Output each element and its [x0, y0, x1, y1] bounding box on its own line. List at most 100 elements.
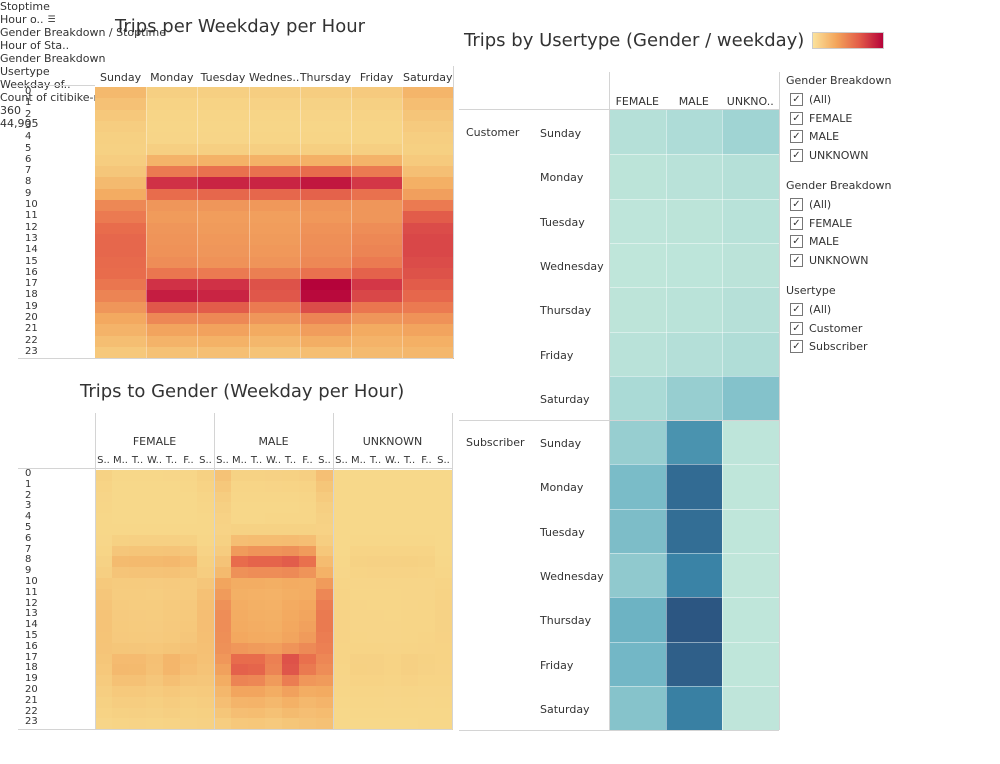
hour-label: 13 — [25, 608, 38, 620]
heatmap-cell — [214, 556, 232, 568]
filter-checkbox-item[interactable]: ✓ FEMALE — [790, 111, 852, 125]
weekday-label: Saturday — [540, 392, 590, 406]
heatmap-cell — [180, 599, 198, 611]
heatmap-cell — [95, 470, 113, 482]
sort-icon[interactable]: ☰ — [47, 14, 56, 25]
heatmap-cell — [95, 491, 113, 503]
checkbox-icon[interactable]: ✓ — [790, 93, 803, 106]
heatmap-cell — [418, 545, 436, 557]
filter-checkbox-item[interactable]: ✓ MALE — [790, 130, 839, 144]
heatmap-cell — [180, 567, 198, 579]
heatmap-cell — [665, 464, 723, 510]
checkbox-icon[interactable]: ✓ — [790, 149, 803, 163]
chart1-title: Trips per Weekday per Hour — [115, 16, 366, 37]
heatmap-cell — [197, 188, 250, 201]
filter-checkbox-item[interactable]: ✓ Customer — [790, 321, 862, 335]
filter-checkbox-item[interactable]: ✓ (All) — [790, 303, 831, 316]
weekday-label: Friday — [540, 348, 574, 362]
heatmap-cell — [299, 290, 352, 303]
heatmap-cell — [197, 686, 215, 698]
heatmap-cell — [351, 87, 403, 99]
heatmap-cell — [435, 524, 453, 536]
heatmap-cell — [129, 718, 147, 730]
heatmap-cell — [163, 664, 181, 676]
heatmap-cell — [665, 287, 723, 332]
checkbox-icon[interactable]: ✓ — [790, 198, 803, 211]
heatmap-cell — [665, 553, 723, 598]
heatmap-cell — [248, 718, 266, 730]
heatmap-cell — [299, 154, 352, 167]
heatmap-cell — [248, 664, 266, 676]
heatmap-cell — [350, 642, 368, 655]
checkbox-icon[interactable]: ✓ — [790, 235, 803, 249]
heatmap-cell — [609, 508, 666, 554]
legend-min-label: 360 — [0, 104, 21, 117]
filter-checkbox-item[interactable]: ✓ Subscriber — [790, 340, 868, 354]
heatmap-cell — [282, 664, 300, 676]
heatmap-cell — [112, 707, 130, 719]
heatmap-cell — [146, 279, 198, 291]
heatmap-cell — [112, 502, 130, 514]
hour-label: 21 — [25, 323, 38, 335]
heatmap-cell — [299, 98, 352, 111]
checkbox-icon[interactable]: ✓ — [790, 303, 803, 316]
heatmap-cell — [299, 664, 317, 676]
heatmap-cell — [163, 513, 181, 525]
day-label: M.. — [113, 455, 128, 466]
checkbox-icon[interactable]: ✓ — [790, 130, 803, 144]
checkbox-icon[interactable]: ✓ — [790, 321, 803, 335]
axis-line — [18, 85, 95, 86]
heatmap-cell — [402, 87, 454, 99]
day-label: S.. — [437, 455, 450, 466]
heatmap-cell — [282, 675, 300, 687]
heatmap-cell — [609, 198, 666, 244]
heatmap-cell — [146, 233, 198, 246]
heatmap-cell — [197, 87, 250, 99]
heatmap-cell — [418, 502, 436, 514]
checkbox-icon[interactable]: ✓ — [790, 216, 803, 230]
heatmap-cell — [95, 480, 113, 493]
heatmap-cell — [197, 664, 215, 676]
heatmap-cell — [435, 534, 453, 547]
heatmap-cell — [265, 718, 283, 730]
heatmap-cell — [265, 653, 283, 665]
filter-checkbox-item[interactable]: ✓ UNKNOWN — [790, 254, 869, 268]
heatmap-cell — [299, 166, 352, 178]
heatmap-cell — [418, 588, 436, 601]
filter-checkbox-item[interactable]: ✓ (All) — [790, 93, 831, 106]
heatmap-cell — [350, 664, 368, 676]
heatmap-cell — [197, 166, 250, 178]
filter-checkbox-item[interactable]: ✓ FEMALE — [790, 216, 852, 230]
heatmap-cell — [214, 621, 232, 633]
heatmap-cell — [248, 675, 266, 687]
heatmap-cell — [95, 279, 147, 291]
heatmap-cell — [367, 696, 385, 709]
checkbox-icon[interactable]: ✓ — [790, 111, 803, 125]
heatmap-cell — [384, 653, 402, 665]
checkbox-icon[interactable]: ✓ — [790, 340, 803, 354]
weekday-label: Tuesday — [540, 215, 585, 229]
heatmap-cell — [367, 534, 385, 547]
heatmap-cell — [609, 641, 666, 687]
heatmap-cell — [401, 610, 419, 622]
heatmap-cell — [350, 545, 368, 557]
heatmap-cell — [95, 166, 147, 178]
heatmap-cell — [95, 632, 113, 644]
heatmap-cell — [248, 545, 266, 557]
hour-label: 16 — [25, 640, 38, 652]
heatmap-cell — [214, 707, 232, 719]
heatmap-cell — [231, 621, 249, 633]
heatmap-cell — [197, 290, 250, 303]
checkbox-icon[interactable]: ✓ — [790, 254, 803, 268]
heatmap-cell — [265, 524, 283, 536]
heatmap-cell — [402, 233, 454, 246]
filter-checkbox-item[interactable]: ✓ MALE — [790, 235, 839, 249]
heatmap-cell — [299, 707, 317, 719]
heatmap-cell — [418, 718, 436, 730]
heatmap-cell — [299, 256, 352, 269]
filter-checkbox-item[interactable]: ✓ UNKNOWN — [790, 149, 869, 163]
heatmap-cell — [384, 556, 402, 568]
heatmap-cell — [146, 707, 164, 719]
filter-checkbox-item[interactable]: ✓ (All) — [790, 198, 831, 211]
heatmap-cell — [350, 632, 368, 644]
